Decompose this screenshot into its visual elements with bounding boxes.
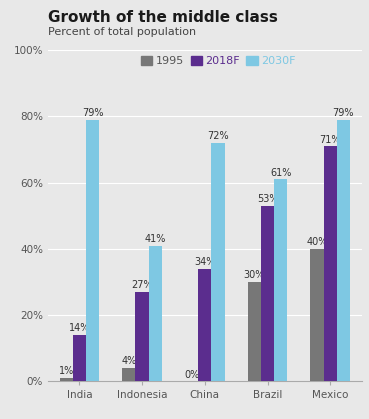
- Text: 79%: 79%: [333, 108, 354, 118]
- Bar: [337, 120, 350, 381]
- Bar: [324, 146, 337, 381]
- Text: 34%: 34%: [194, 257, 215, 267]
- Bar: [86, 120, 99, 381]
- Bar: [73, 335, 86, 381]
- Text: 53%: 53%: [257, 194, 278, 204]
- Text: 27%: 27%: [131, 280, 153, 290]
- Text: 0%: 0%: [184, 370, 199, 380]
- Bar: [248, 282, 261, 381]
- Bar: [135, 292, 149, 381]
- Bar: [274, 179, 287, 381]
- Text: 40%: 40%: [306, 237, 328, 247]
- Bar: [149, 246, 162, 381]
- Legend: 1995, 2018F, 2030F: 1995, 2018F, 2030F: [141, 56, 296, 66]
- Bar: [59, 378, 73, 381]
- Text: 4%: 4%: [121, 357, 137, 366]
- Bar: [310, 249, 324, 381]
- Bar: [122, 368, 135, 381]
- Text: 71%: 71%: [320, 134, 341, 145]
- Text: 61%: 61%: [270, 168, 292, 178]
- Text: Growth of the middle class: Growth of the middle class: [48, 10, 278, 26]
- Text: 72%: 72%: [207, 131, 229, 141]
- Bar: [198, 269, 211, 381]
- Text: Percent of total population: Percent of total population: [48, 27, 196, 37]
- Bar: [211, 143, 225, 381]
- Bar: [261, 206, 274, 381]
- Text: 1%: 1%: [59, 366, 74, 376]
- Text: 30%: 30%: [244, 270, 265, 280]
- Text: 41%: 41%: [145, 234, 166, 244]
- Text: 79%: 79%: [82, 108, 103, 118]
- Text: 14%: 14%: [69, 323, 90, 333]
